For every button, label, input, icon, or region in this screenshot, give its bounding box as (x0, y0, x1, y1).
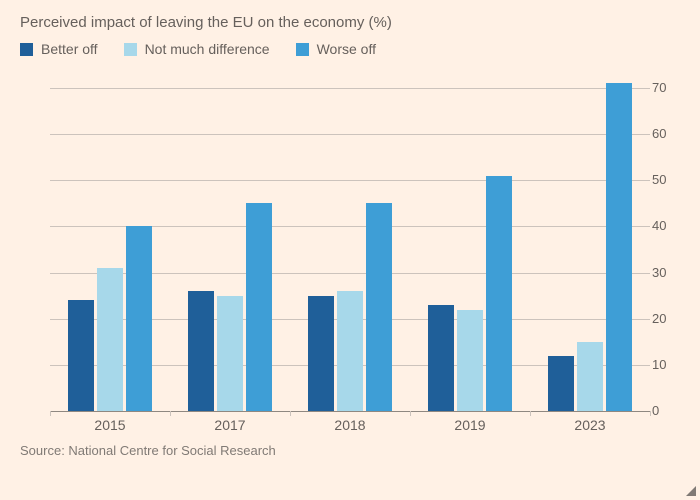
y-tick-label: 50 (652, 172, 678, 187)
y-tick-label: 60 (652, 126, 678, 141)
legend-item: Worse off (296, 41, 376, 57)
y-axis-labels: 010203040506070 (50, 65, 650, 411)
resize-corner-icon (686, 486, 696, 496)
x-tick-label: 2018 (290, 411, 410, 435)
source-line: Source: National Centre for Social Resea… (20, 443, 680, 458)
chart-container: Perceived impact of leaving the EU on th… (0, 0, 700, 500)
legend-swatch (20, 43, 33, 56)
x-tick-label: 2017 (170, 411, 290, 435)
legend-label: Better off (41, 41, 98, 57)
x-tick (170, 411, 171, 416)
x-tick-label: 2023 (530, 411, 650, 435)
x-tick (290, 411, 291, 416)
y-tick-label: 20 (652, 310, 678, 325)
legend-label: Not much difference (145, 41, 270, 57)
x-tick (650, 411, 651, 416)
x-axis: 20152017201820192023 (50, 411, 650, 435)
y-tick-label: 30 (652, 264, 678, 279)
x-tick-label: 2019 (410, 411, 530, 435)
legend-item: Better off (20, 41, 98, 57)
x-tick (410, 411, 411, 416)
y-tick-label: 40 (652, 218, 678, 233)
y-tick-label: 0 (652, 403, 678, 418)
x-tick-label: 2015 (50, 411, 170, 435)
x-tick (50, 411, 51, 416)
legend-swatch (296, 43, 309, 56)
y-tick-label: 10 (652, 357, 678, 372)
x-tick (530, 411, 531, 416)
legend-label: Worse off (317, 41, 376, 57)
plot-area: 010203040506070 20152017201820192023 (20, 65, 680, 435)
legend-swatch (124, 43, 137, 56)
y-tick-label: 70 (652, 80, 678, 95)
chart-subtitle: Perceived impact of leaving the EU on th… (20, 14, 680, 31)
legend-item: Not much difference (124, 41, 270, 57)
legend: Better off Not much difference Worse off (20, 41, 680, 57)
